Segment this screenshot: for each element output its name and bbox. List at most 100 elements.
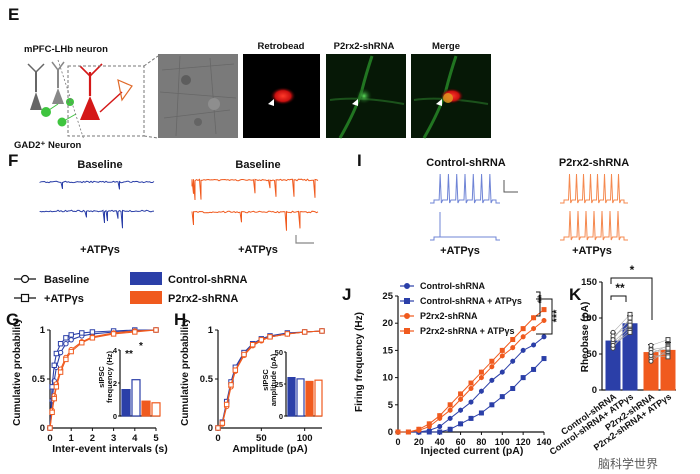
y-tick-label: 0	[592, 385, 597, 396]
data-point	[489, 402, 495, 408]
data-point	[63, 335, 69, 341]
data-point	[458, 421, 464, 427]
merge-title: Merge	[432, 41, 460, 52]
pair-line	[650, 347, 669, 353]
data-point	[68, 337, 74, 343]
inset-y-tick-label: 0	[113, 412, 117, 421]
g-ylabel: Cumulative probability	[12, 318, 23, 426]
f-p2rx2-title: Baseline	[235, 159, 280, 171]
x-tick-label: 5	[153, 433, 159, 444]
neuron-schematic	[27, 55, 159, 141]
data-point	[215, 425, 221, 431]
pair-line	[612, 314, 631, 333]
data-point	[57, 341, 64, 347]
data-point	[665, 345, 671, 351]
data-point	[458, 391, 464, 397]
x-tick-label: 0	[395, 437, 400, 447]
inset-bar	[305, 380, 314, 417]
y-tick-label: 1	[40, 325, 46, 336]
y-tick-label: 25	[382, 291, 393, 302]
pair-line	[650, 345, 669, 355]
data-point	[499, 347, 505, 353]
data-point	[426, 429, 432, 435]
data-point	[510, 358, 516, 364]
data-point	[49, 384, 55, 390]
g-inset-ylabel-1: sIPSC	[97, 366, 106, 388]
panel-letter-f: F	[8, 151, 18, 170]
panel-letter-e: E	[8, 5, 19, 24]
inset-y-tick-label: 0	[279, 412, 283, 421]
data-point	[489, 377, 495, 383]
inset-bar	[121, 389, 131, 417]
panel-letter-j: J	[342, 285, 351, 304]
data-point	[648, 342, 654, 348]
i-p2rx2-title: P2rx2-shRNA	[559, 157, 629, 169]
data-point	[531, 366, 537, 372]
data-point	[541, 307, 547, 313]
data-point	[447, 426, 453, 432]
pair-line	[650, 339, 669, 346]
y-tick-label: 100	[581, 313, 597, 324]
data-point	[447, 402, 453, 408]
data-point	[437, 413, 443, 419]
data-point	[223, 401, 230, 408]
pair-line	[612, 332, 631, 346]
data-point	[520, 375, 526, 381]
f-p2rx2-traces	[191, 178, 319, 231]
f-control-atp-label: +ATPγs	[80, 244, 120, 256]
inset-y-tick-label: 4	[113, 346, 118, 355]
panel-letter-i: I	[357, 151, 362, 170]
data-point	[648, 358, 654, 364]
data-point	[63, 356, 69, 363]
x-tick-label: 3	[111, 433, 116, 444]
h-xlabel: Amplitude (pA)	[232, 443, 307, 455]
g-xlabel: Inter-event intervals (s)	[52, 443, 168, 455]
data-point	[249, 342, 256, 348]
merge-image	[411, 54, 491, 139]
f-scale-bar	[295, 235, 314, 244]
chart-h: 0 50 100 0 0.5 1 0 25 50	[200, 325, 325, 444]
j-ylabel: Firing frequency (Hz)	[354, 312, 365, 412]
legend-label: Control-shRNA	[420, 281, 485, 291]
y-tick-label: 15	[382, 345, 393, 356]
data-point	[68, 348, 74, 355]
pair-line	[612, 317, 631, 340]
gad-label: GAD2⁺ Neuron	[14, 140, 81, 151]
f-control-title: Baseline	[77, 159, 122, 171]
pair-line	[612, 326, 631, 343]
i-p2rx2-traces	[560, 173, 628, 241]
y-tick-label: 0	[40, 423, 45, 434]
data-point	[437, 424, 443, 430]
panel-letter-g: G	[6, 310, 19, 329]
j-sig-brackets	[536, 291, 553, 335]
series-line	[398, 358, 545, 433]
watermark: 脑科学世界	[598, 456, 658, 471]
data-point	[610, 337, 616, 343]
data-point	[447, 415, 453, 421]
data-point	[478, 388, 484, 394]
j-sig-2: ***	[551, 309, 563, 323]
data-point	[228, 382, 234, 388]
x-tick-label: 80	[476, 437, 486, 447]
i-control-traces	[430, 173, 518, 241]
panel-letter-k: K	[569, 285, 582, 304]
y-tick-label: 5	[388, 400, 394, 411]
h-inset-ylabel-1: sIPSC	[261, 369, 270, 391]
data-point	[68, 332, 74, 338]
g-sig-1: **	[125, 349, 133, 360]
y-tick-label: 150	[581, 277, 597, 288]
neuron-label: mPFC-LHb neuron	[24, 44, 108, 55]
y-tick-label: 20	[382, 318, 393, 329]
inset-bar	[131, 379, 141, 417]
x-tick-label: 100	[495, 437, 510, 447]
inset-bar	[314, 379, 323, 417]
data-point	[665, 354, 671, 360]
data-point	[610, 342, 616, 348]
data-point	[648, 350, 654, 356]
legend-atp: +ATPγs	[44, 293, 84, 305]
data-point	[499, 353, 505, 359]
pair-line	[650, 355, 669, 358]
data-point	[416, 426, 422, 432]
y-tick-label: 10	[382, 373, 393, 384]
inset-y-tick-label: 50	[275, 348, 283, 357]
